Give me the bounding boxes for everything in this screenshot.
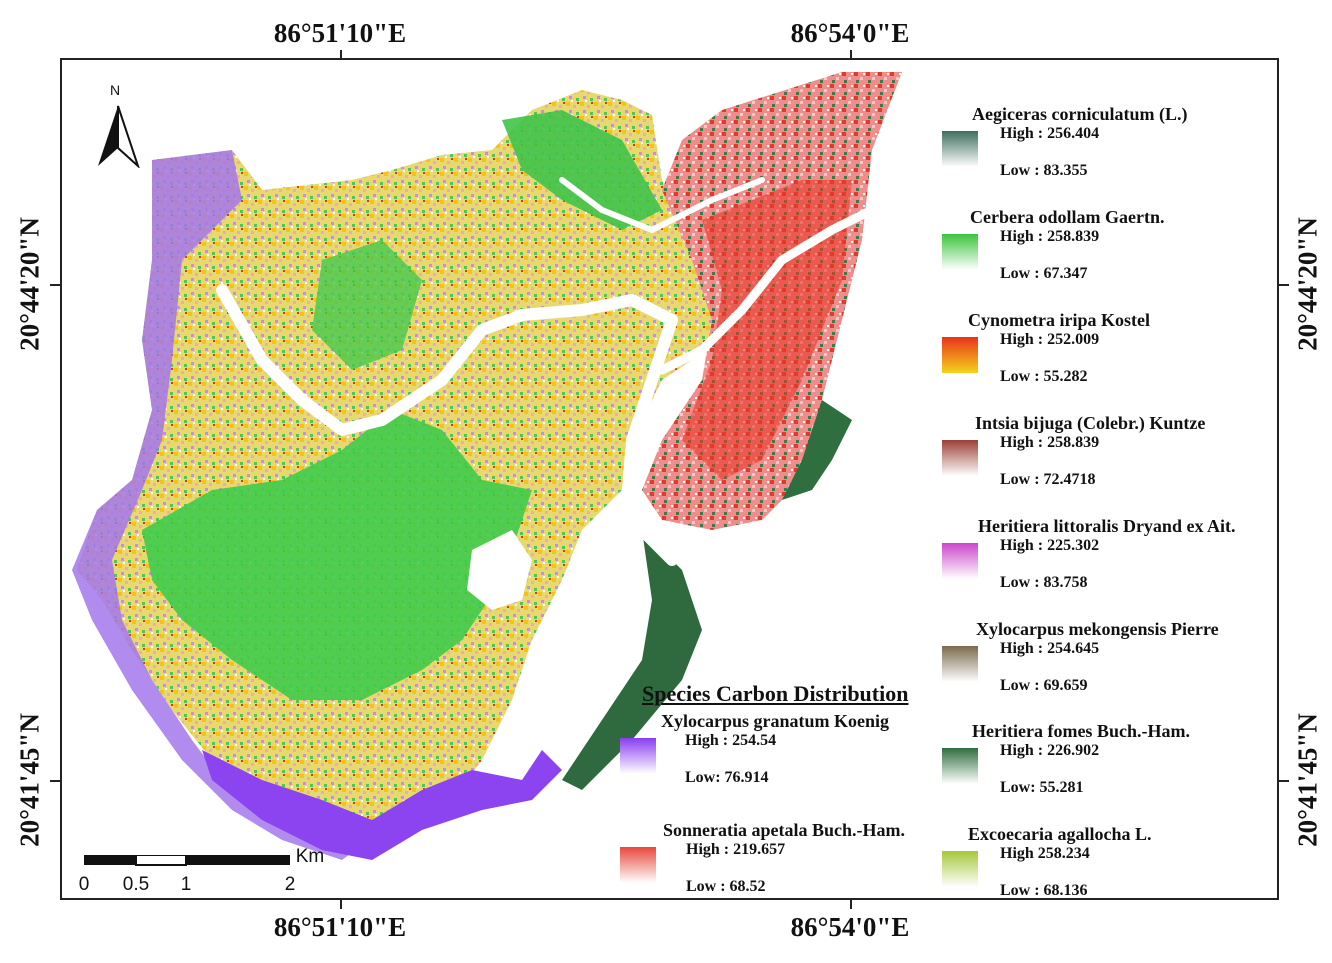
legend-species-name: Cerbera odollam Gaertn. <box>970 207 1165 227</box>
legend-species-name: Aegiceras corniculatum (L.) <box>972 104 1188 124</box>
legend-species-name: Intsia bijuga (Colebr.) Kuntze <box>975 413 1206 433</box>
longitude-label-bottom-west: 86°51'10"E <box>273 912 407 942</box>
legend-low-value: Low : 83.355 <box>1000 162 1088 179</box>
latitude-label-right-south: 20°41'45"N <box>1292 713 1323 847</box>
green-vegetation-central <box>142 410 532 700</box>
longitude-label-top-west: 86°51'10"E <box>273 18 407 48</box>
scale-bar <box>84 855 290 866</box>
legend-color-ramp <box>620 738 656 774</box>
legend-species-name: Xylocarpus mekongensis Pierre <box>976 619 1219 639</box>
legend-low-value: Low : 72.4718 <box>1000 471 1096 488</box>
inland-pond <box>467 530 532 610</box>
legend-species-name: Heritiera fomes Buch.-Ham. <box>972 721 1190 741</box>
tick-right-south <box>1279 780 1289 782</box>
legend-low-value: Low : 69.659 <box>1000 677 1088 694</box>
tick-right-north <box>1279 284 1289 286</box>
dark-green-east-fringe <box>782 400 852 500</box>
legend-low-value: Low : 68.52 <box>686 878 766 895</box>
legend-high-value: High : 226.902 <box>1000 742 1100 759</box>
legend-color-ramp <box>942 234 978 270</box>
latitude-label-right-north: 20°44'20"N <box>1292 217 1323 351</box>
north-arrow-icon <box>98 105 140 168</box>
green-vegetation-north <box>312 240 422 370</box>
legend-title: Species Carbon Distribution <box>642 681 909 706</box>
river-channel <box>216 284 678 566</box>
legend-species-name: Xylocarpus granatum Koenig <box>661 711 890 731</box>
scale-label-0: 0 <box>78 874 90 895</box>
legend-low-value: Low: 76.914 <box>685 769 769 786</box>
tick-top-east <box>850 50 852 60</box>
legend-low-value: Low: 55.281 <box>1000 779 1084 796</box>
legend-color-ramp <box>942 748 978 784</box>
legend-high-value: High 258.234 <box>1000 845 1090 862</box>
legend-high-value: High : 254.645 <box>1000 640 1100 657</box>
north-arrow-letter: N <box>110 82 121 98</box>
tick-bottom-west <box>340 899 342 909</box>
green-vegetation-northeast <box>502 110 662 230</box>
legend-low-value: Low : 55.282 <box>1000 368 1088 385</box>
legend-high-value: High : 252.009 <box>1000 331 1100 348</box>
scale-unit: Km <box>295 846 325 867</box>
legend-species-name: Sonneratia apetala Buch.-Ham. <box>663 820 906 840</box>
legend-color-ramp <box>942 851 978 887</box>
legend-color-ramp <box>942 337 978 373</box>
legend-high-value: High : 225.302 <box>1000 537 1100 554</box>
legend-color-ramp <box>620 847 656 883</box>
legend-high-value: High : 258.839 <box>1000 434 1100 451</box>
tick-left-south <box>50 780 60 782</box>
purple-fringe-west <box>72 150 362 860</box>
legend-species-name: Excoecaria agallocha L. <box>968 824 1152 844</box>
legend-color-ramp <box>942 440 978 476</box>
scale-label-0-5: 0.5 <box>122 874 150 895</box>
latitude-label-left-south: 20°41'45"N <box>14 713 45 847</box>
scale-label-2: 2 <box>284 874 296 895</box>
longitude-label-top-east: 86°54'0"E <box>790 18 910 48</box>
map-frame: N 0 0.5 1 2 Km <box>60 58 1279 900</box>
legend-color-ramp <box>942 543 978 579</box>
legend-species-name: Heritiera littoralis Dryand ex Ait. <box>978 516 1236 536</box>
legend-high-value: High : 219.657 <box>686 841 786 858</box>
legend-low-value: Low : 68.136 <box>1000 882 1088 899</box>
legend-high-value: High : 256.404 <box>1000 125 1100 142</box>
legend-color-ramp <box>942 646 978 682</box>
tick-left-north <box>50 284 60 286</box>
legend-high-value: High : 254.54 <box>685 732 777 749</box>
tick-bottom-east <box>850 899 852 909</box>
purple-coastline-south <box>202 750 562 860</box>
legend-low-value: Low : 83.758 <box>1000 574 1088 591</box>
species-carbon-map <box>72 72 902 860</box>
dark-green-fringe <box>562 530 702 790</box>
latitude-label-left-north: 20°44'20"N <box>14 217 45 351</box>
red-core-east <box>682 180 852 480</box>
legend-color-ramp <box>942 131 978 167</box>
legend-low-value: Low : 67.347 <box>1000 265 1088 282</box>
scale-label-1: 1 <box>180 874 192 895</box>
tick-top-west <box>340 50 342 60</box>
legend-species-name: Cynometra iripa Kostel <box>968 310 1150 330</box>
longitude-label-bottom-east: 86°54'0"E <box>790 912 910 942</box>
river-branch-east <box>657 205 877 375</box>
river-branch-north <box>559 177 765 234</box>
legend-high-value: High : 258.839 <box>1000 228 1100 245</box>
